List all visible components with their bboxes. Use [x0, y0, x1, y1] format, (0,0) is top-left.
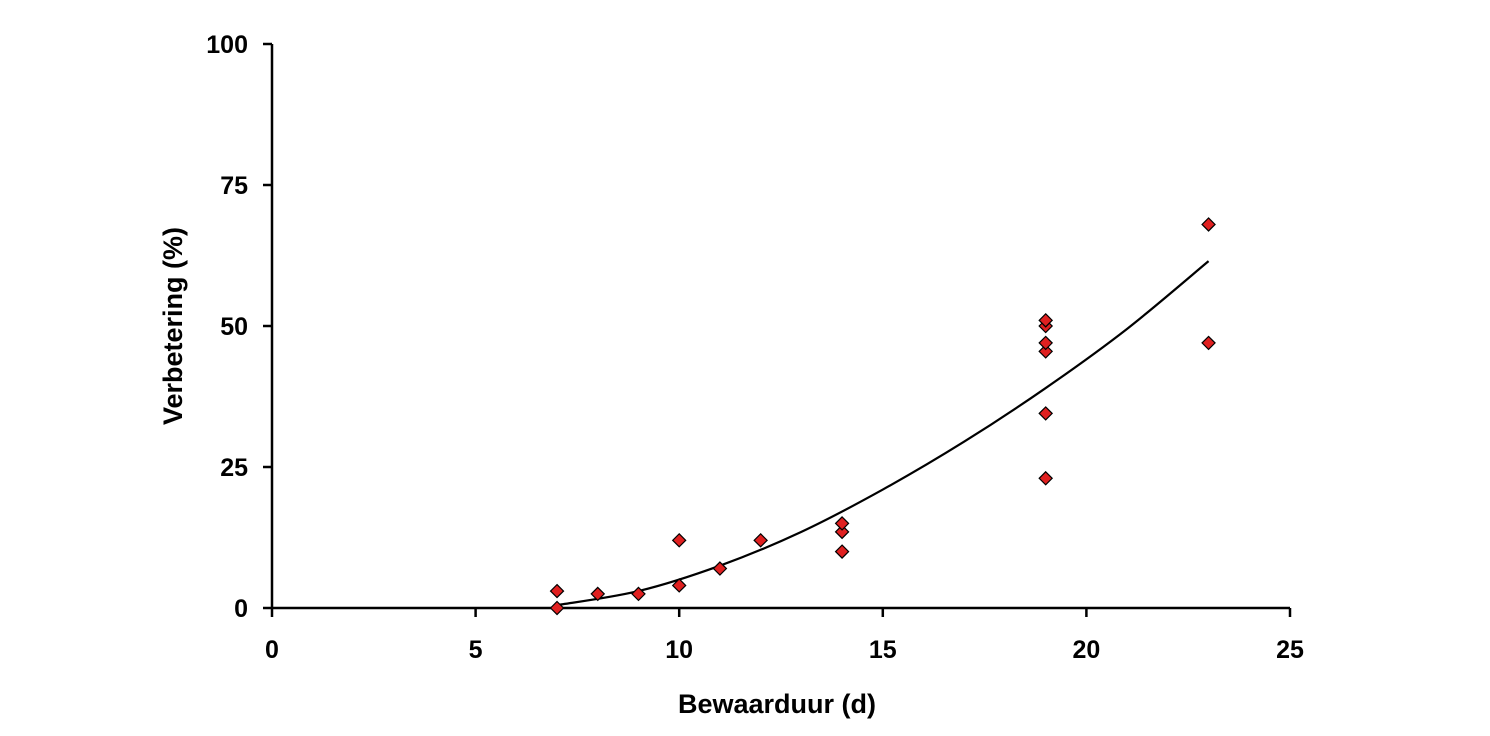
data-point: [631, 586, 646, 602]
data-point: [1038, 344, 1054, 359]
y-tick-label: 25: [220, 454, 248, 482]
x-tick-label: 15: [869, 636, 897, 664]
x-tick-label: 5: [469, 636, 483, 664]
data-point: [549, 600, 565, 616]
y-axis-title: Verbetering (%): [158, 227, 188, 425]
data-point: [1038, 470, 1054, 486]
y-tick-label: 0: [234, 595, 248, 623]
data-point: [834, 544, 850, 559]
x-tick-label: 10: [665, 636, 693, 664]
x-tick-label: 20: [1072, 636, 1100, 664]
data-point: [712, 561, 728, 576]
data-point: [834, 524, 850, 540]
data-point: [1201, 217, 1216, 232]
y-tick-label: 50: [220, 313, 248, 341]
data-point: [1201, 335, 1216, 351]
trendline-group: [556, 260, 1210, 607]
data-point: [753, 532, 768, 548]
data-point: [671, 578, 687, 593]
data-point: [834, 516, 850, 531]
trendline: [556, 260, 1210, 607]
data-point: [1038, 313, 1054, 328]
y-tick-label: 100: [206, 31, 248, 59]
y-tick-label: 75: [220, 172, 248, 200]
data-points: [549, 217, 1216, 616]
data-point: [671, 532, 687, 548]
x-tick-label: 0: [265, 636, 279, 664]
data-point: [549, 583, 565, 599]
x-axis-title: Bewaarduur (d): [678, 689, 876, 719]
data-point: [590, 586, 606, 602]
axes: [270, 44, 1290, 610]
data-point: [1038, 335, 1054, 351]
data-point: [1038, 406, 1054, 421]
x-tick-label: 25: [1276, 636, 1304, 664]
axis-ticks: 0 5 10 15 20 25 0 25 50 75 100: [206, 31, 1304, 664]
